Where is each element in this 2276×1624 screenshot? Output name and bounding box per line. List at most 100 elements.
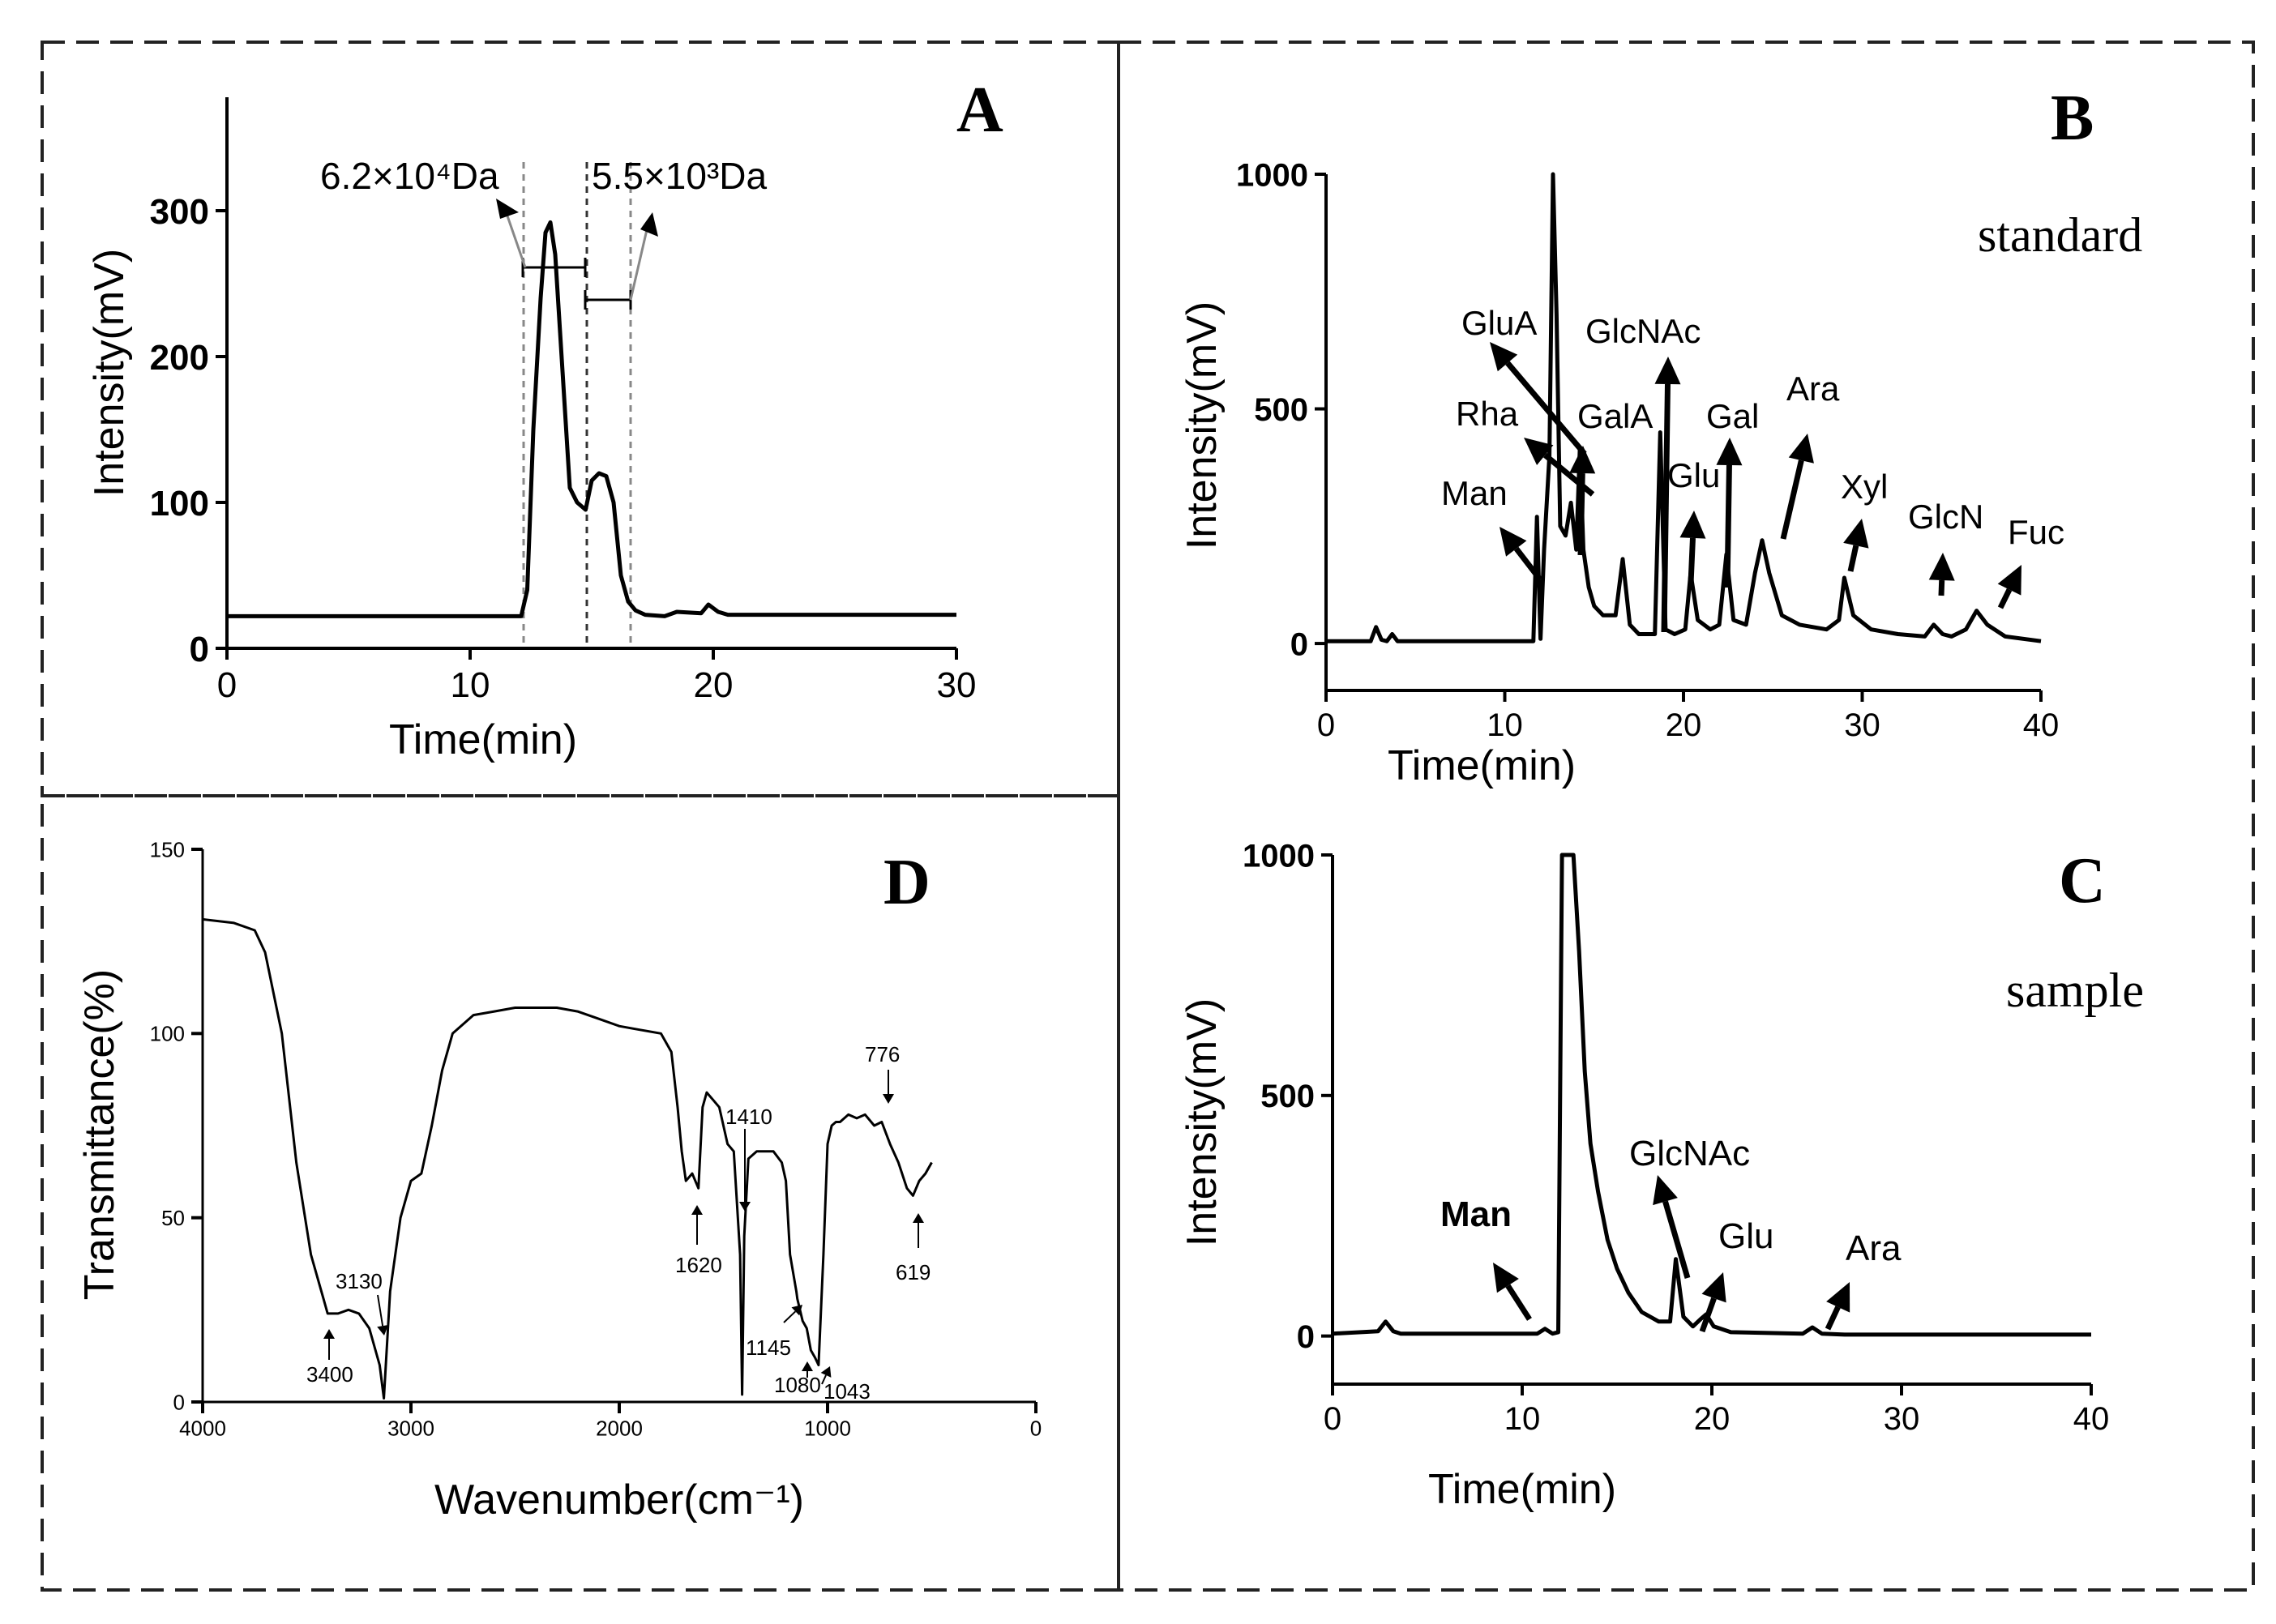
peak-label-xyl: Xyl [1841, 468, 1888, 506]
panel-a-label: A [956, 75, 1003, 146]
arrow-shaft [1505, 361, 1587, 456]
panel-d-label: D [883, 847, 931, 918]
arrow-shaft [1780, 459, 1804, 540]
panel-b-xlabel: Time(min) [1388, 742, 1576, 789]
arrow-head [1928, 553, 1955, 581]
panel-c-xlabel: Time(min) [1428, 1466, 1616, 1513]
peak-label-man-sample: Man [1440, 1194, 1512, 1234]
arrow-head [820, 1366, 832, 1378]
arrow-head [883, 1094, 894, 1104]
arrow-shaft [1577, 472, 1585, 556]
y-tick-label: 100 [150, 484, 209, 524]
arrow-shaft [1724, 464, 1732, 588]
panel-d: D 0 50 100 150 4000 3000 2000 1000 0 Wavenumber… [76, 837, 1042, 1524]
arrow-head [323, 1329, 335, 1339]
panel-bc-border [1117, 41, 2255, 1592]
peak-label-glua: GluA [1461, 304, 1537, 342]
arrow-shaft [1662, 1200, 1691, 1279]
arrow-shaft [783, 1310, 797, 1323]
panel-b-ylabel: Intensity(mV) [1179, 301, 1226, 549]
y-tick-label: 150 [150, 837, 185, 861]
arrow-head [1500, 527, 1527, 557]
x-tick-label: 10 [1487, 707, 1523, 743]
panel-d-peak-labels: 3400 3130 1620 1410 1145 1080 1043 776 6… [306, 1042, 931, 1404]
x-tick-label: 2000 [596, 1416, 643, 1440]
ir-label-1080: 1080 [774, 1373, 821, 1397]
arrow-head [1654, 357, 1681, 385]
panel-b-x-ticks: 0 10 20 30 40 [1317, 690, 2059, 743]
x-tick-label: 0 [1030, 1416, 1042, 1440]
panel-d-ylabel: Transmittance(%) [76, 969, 123, 1300]
panel-c-label: C [2059, 845, 2106, 917]
peak-label-glcnac: GlcNAc [1585, 312, 1701, 350]
arrow-line-2 [629, 222, 650, 301]
arrow-shaft [1505, 1284, 1532, 1321]
x-tick-label: 20 [1666, 707, 1702, 743]
x-tick-label: 3000 [387, 1416, 434, 1440]
ir-label-3400: 3400 [306, 1362, 353, 1387]
panel-a-ylabel: Intensity(mV) [86, 249, 133, 497]
peak-label-gala: GalA [1577, 397, 1653, 435]
panel-d-y-ticks: 0 50 100 150 [150, 837, 203, 1414]
arrow-shaft [1825, 1306, 1841, 1331]
annotation-mw-2: 5.5×10³Da [592, 155, 768, 197]
arrow-head-2 [640, 212, 658, 237]
x-tick-label: 30 [1844, 707, 1880, 743]
panel-c-title: sample [2006, 964, 2144, 1017]
peak-label-glcn: GlcN [1908, 498, 1983, 536]
peak-label-ara-sample: Ara [1846, 1229, 1902, 1268]
arrow-shaft [1513, 546, 1542, 582]
arrow-shaft [1847, 545, 1859, 572]
panel-d-x-ticks: 4000 3000 2000 1000 0 [179, 1402, 1042, 1440]
panel-c-arrows [1493, 1175, 1850, 1333]
ir-label-3130: 3130 [336, 1269, 383, 1293]
panel-c-y-ticks: 0 500 1000 [1243, 838, 1333, 1355]
peak-label-rha: Rha [1456, 395, 1519, 433]
x-tick-label: 0 [1324, 1401, 1341, 1437]
arrow-shaft [377, 1294, 384, 1327]
ir-label-776: 776 [865, 1042, 900, 1066]
panel-c-ylabel: Intensity(mV) [1179, 998, 1226, 1246]
arrow-head [1843, 519, 1869, 549]
arrow-head [1701, 1272, 1726, 1303]
arrow-shaft [1688, 537, 1696, 584]
peak-label-glu: Glu [1667, 456, 1720, 494]
peak-label-glcnac-sample: GlcNAc [1629, 1134, 1750, 1173]
arrow-head [739, 1202, 751, 1212]
arrow-line-1 [503, 206, 527, 268]
arrow-head [1716, 438, 1743, 466]
panel-c-x-ticks: 0 10 20 30 40 [1324, 1384, 2109, 1437]
ir-label-1410: 1410 [725, 1105, 772, 1129]
x-tick-label: 10 [1504, 1401, 1541, 1437]
arrow-head [802, 1361, 813, 1371]
arrow-head [1490, 342, 1518, 372]
y-tick-label: 500 [1254, 392, 1308, 428]
x-tick-label: 4000 [179, 1416, 226, 1440]
panel-a: A 0 100 200 300 0 10 20 30 6.2×10⁴Da 5.5×10³Da… [86, 75, 1003, 763]
panel-b-title: standard [1978, 208, 2142, 262]
panel-b-label: B [2051, 83, 2094, 154]
arrow-head [913, 1213, 924, 1223]
arrow-head-1 [496, 199, 519, 219]
y-tick-label: 1000 [1236, 157, 1308, 193]
panel-a-y-ticks: 0 100 200 300 [150, 192, 227, 669]
panel-a-xlabel: Time(min) [389, 716, 577, 763]
y-tick-label: 0 [190, 630, 209, 669]
arrow-head [1826, 1282, 1850, 1313]
x-tick-label: 1000 [804, 1416, 851, 1440]
arrow-head [1493, 1263, 1519, 1293]
x-tick-label: 0 [1317, 707, 1335, 743]
arrow-head [1653, 1175, 1678, 1206]
panel-b-y-ticks: 0 500 1000 [1236, 157, 1326, 662]
ir-label-619: 619 [896, 1260, 931, 1284]
panel-b-peak-labels: Man Rha GluA GalA GlcNAc Glu Gal Ara Xyl… [1441, 304, 2064, 551]
y-tick-label: 50 [161, 1206, 185, 1230]
peak-label-ara: Ara [1786, 370, 1840, 408]
y-tick-label: 200 [150, 338, 209, 378]
ir-label-1620: 1620 [675, 1253, 722, 1277]
panel-d-border [41, 794, 1120, 1592]
panel-d-arrows [323, 1070, 924, 1385]
